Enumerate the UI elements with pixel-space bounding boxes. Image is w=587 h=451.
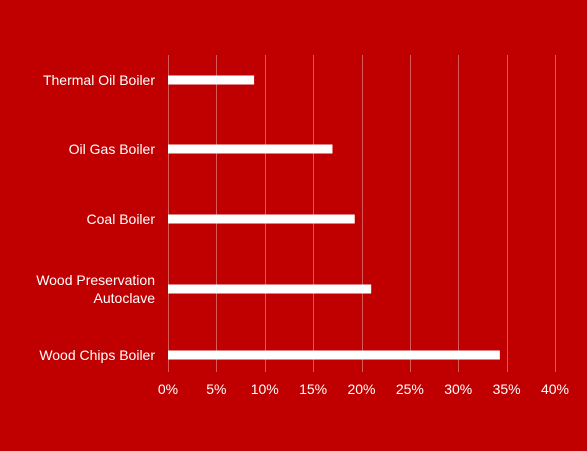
bar	[168, 75, 255, 85]
x-tick-label: 20%	[347, 381, 375, 397]
category-label: Oil Gas Boiler	[69, 141, 156, 157]
category-label: Coal Boiler	[87, 211, 156, 227]
category-label: Thermal Oil Boiler	[43, 72, 155, 88]
category-labels: Thermal Oil Boiler Oil Gas Boiler Coal Boi…	[36, 72, 155, 363]
category-label: Wood Chips Boiler	[39, 347, 155, 363]
x-tick-label: 35%	[493, 381, 521, 397]
x-tick-label: 15%	[299, 381, 327, 397]
category-label: Autoclave	[94, 290, 156, 306]
x-tick-label: 40%	[541, 381, 569, 397]
bar	[168, 144, 333, 154]
x-tick-label: 10%	[251, 381, 279, 397]
x-tick-label: 0%	[158, 381, 178, 397]
x-tick-label: 30%	[444, 381, 472, 397]
x-tick-label: 5%	[206, 381, 226, 397]
x-tick-labels: 0% 5% 10% 15% 20% 25% 30% 35% 40%	[158, 381, 569, 397]
category-label: Wood Preservation	[36, 272, 155, 288]
x-tick-label: 25%	[396, 381, 424, 397]
gridlines	[168, 55, 556, 372]
bar	[168, 214, 355, 224]
bar	[168, 350, 500, 360]
bars	[168, 75, 500, 360]
bar	[168, 284, 372, 294]
